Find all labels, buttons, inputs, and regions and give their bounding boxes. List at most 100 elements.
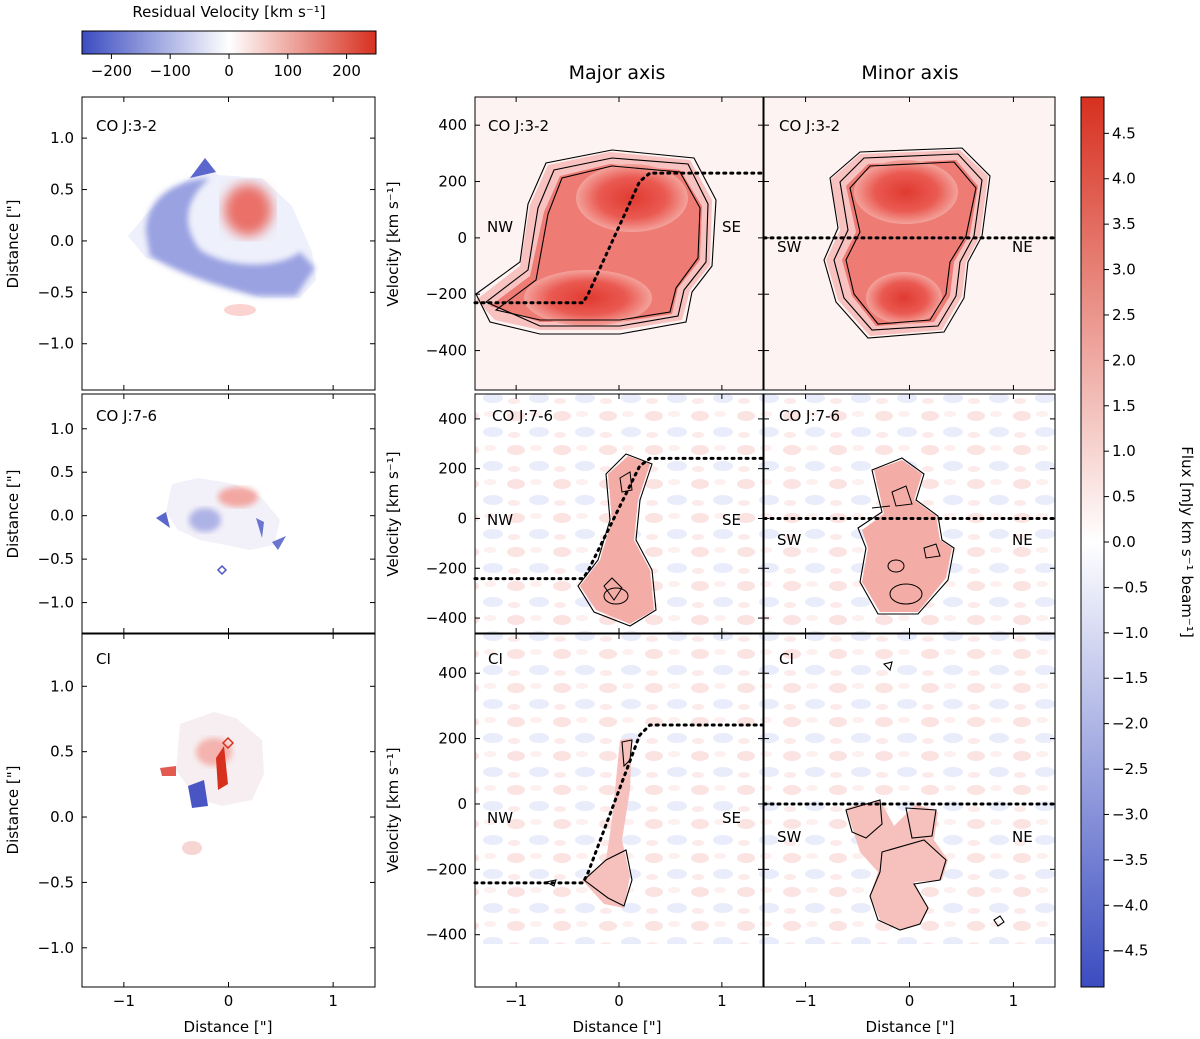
map-ytick-label: 0.0: [50, 507, 74, 525]
blue-diamond-co76: [216, 564, 228, 576]
pv-ytick-label: −200: [426, 860, 467, 878]
panel-map-co32: CO J:3-2: [81, 96, 376, 391]
map-ylabel-2: Distance ["]: [4, 470, 22, 559]
map-xtick-label-0: −1: [113, 992, 135, 1010]
red-wedge-ci: [216, 746, 228, 790]
red-core-co32: [224, 184, 272, 236]
pv-ytick-label: 200: [438, 460, 467, 478]
pv-ytick-label: 0: [457, 795, 467, 813]
label-se-co76: SE: [722, 511, 741, 529]
model-curve-ci-major: [473, 723, 765, 885]
core-bottom-co32-minor: [866, 272, 942, 324]
label-nw-co32: NW: [487, 218, 513, 236]
right-cb-tick-label-17: 4.0: [1112, 170, 1136, 188]
panel-major-ci: CI NW SE: [473, 633, 765, 988]
red-diamond-ci: [221, 736, 235, 750]
emission-co76-minor: [862, 460, 952, 612]
pv-ytick-label: −200: [426, 559, 467, 577]
map-ytick-label: 1.0: [50, 129, 74, 147]
core-co76-minor-b: [887, 559, 905, 573]
blue-wedge-co32: [190, 158, 216, 178]
xlabel-minor: Distance ["]: [866, 1018, 955, 1036]
label-se-ci: SE: [722, 809, 741, 827]
map-xtick-label-1: 0: [224, 992, 234, 1010]
pv-ytick-label: −400: [426, 342, 467, 360]
row-label-map-co32: CO J:3-2: [96, 117, 157, 135]
contour-inner2-co76-major: [619, 471, 633, 493]
blue-patch-co76: [189, 508, 221, 532]
contour-co76-major: [577, 453, 657, 627]
panel-map-ci: CI: [81, 633, 376, 988]
pv-ytick-label: 400: [438, 664, 467, 682]
label-sw-ci: SW: [777, 828, 802, 846]
map-ytick-label: 0.0: [50, 808, 74, 826]
map-ytick-label: 0.5: [50, 463, 74, 481]
row-label-map-ci: CI: [96, 650, 111, 668]
contour-ci-minor: [845, 661, 1005, 931]
label-nw-ci: NW: [487, 809, 513, 827]
contour-mid-co32-minor: [833, 153, 983, 331]
column-title-minor: Minor axis: [861, 62, 958, 84]
label-sw-co76: SW: [777, 531, 802, 549]
top-cb-tick-label-1: −100: [150, 62, 191, 80]
pv-ytick-label: 400: [438, 410, 467, 428]
blue-arc-co32: [146, 178, 315, 296]
top-colorbar-label: Residual Velocity [km s⁻¹]: [132, 3, 325, 21]
right-cb-tick-label-13: 2.0: [1112, 351, 1136, 369]
label-ne-ci: NE: [1012, 828, 1033, 846]
top-cb-tick-label-0: −200: [91, 62, 132, 80]
right-cb-tick-label-15: 3.0: [1112, 261, 1136, 279]
core-co76-major: [603, 587, 629, 605]
map-axes: −1.0 −0.5 0.0 0.5 1.0 −1.0 −0.5 0.0 0.5 1.0 −1.0 −0…: [38, 97, 375, 1010]
right-cb-tick-label-9: 0.0: [1112, 533, 1136, 551]
pv-ytick-label: 200: [438, 730, 467, 748]
pv-axes: −400 −200 0 200 400 −400 −200 0 200 400 −400 −200 0 2…: [426, 97, 1055, 1010]
map-ytick-label: 1.0: [50, 420, 74, 438]
map-ytick-label: 0.5: [50, 181, 74, 199]
row-label-major-co76: CO J:7-6: [492, 407, 553, 425]
label-sw-co32: SW: [777, 238, 802, 256]
right-cb-tick-label-2: −3.5: [1112, 851, 1148, 869]
column-title-major: Major axis: [569, 62, 666, 84]
core-bottom-co32-major: [524, 270, 652, 326]
row-label-minor-co76: CO J:7-6: [779, 407, 840, 425]
top-cb-tick-label-2: 0: [224, 62, 234, 80]
xlabel-map: Distance ["]: [184, 1018, 273, 1036]
contour-tick-co76-minor: [871, 505, 891, 509]
panel-minor-co32: CO J:3-2 SW NE: [762, 96, 1057, 391]
right-cb-tick-label-0: −4.5: [1112, 942, 1148, 960]
panel-minor-ci: CI SW NE: [762, 633, 1057, 988]
row-label-minor-ci: CI: [779, 650, 794, 668]
minor-xtick-label-1: 0: [905, 992, 915, 1010]
core-top-co32-minor: [854, 160, 958, 224]
right-colorbar-label: Flux [mJy km s⁻¹ beam⁻¹]: [1178, 446, 1196, 637]
pv-ytick-label: −200: [426, 285, 467, 303]
major-xtick-label-0: −1: [505, 992, 527, 1010]
blue-wedge-co76b: [256, 518, 264, 538]
red-patch-ci: [196, 738, 232, 766]
map-ylabel-1: Distance ["]: [4, 200, 22, 289]
top-colorbar: Residual Velocity [km s⁻¹] −200 −100 0 100 2…: [81, 3, 377, 80]
contour-outer-co32-major: [475, 149, 717, 335]
major-xtick-label-2: 1: [717, 992, 727, 1010]
emission-ci-major: [582, 738, 632, 908]
label-ne-co32: NE: [1012, 238, 1033, 256]
contour-mid-co32-major: [484, 157, 709, 327]
right-cb-tick-label-1: −4.0: [1112, 896, 1148, 914]
contour-inner-co32-minor: [845, 161, 977, 325]
right-cb-tick-label-16: 3.5: [1112, 215, 1136, 233]
map-ytick-label: −0.5: [38, 873, 74, 891]
contour-inner-co76-major: [603, 577, 623, 601]
row-label-map-co76: CO J:7-6: [96, 407, 157, 425]
label-nw-co76: NW: [487, 511, 513, 529]
xlabel-major: Distance ["]: [573, 1018, 662, 1036]
major-xtick-label-1: 0: [614, 992, 624, 1010]
right-cb-tick-label-11: 1.0: [1112, 442, 1136, 460]
label-ne-co76: NE: [1012, 531, 1033, 549]
map-ytick-label: −0.5: [38, 550, 74, 568]
pv-ytick-label: 0: [457, 509, 467, 527]
contour-outer-co32-minor: [823, 147, 991, 339]
row-label-major-ci: CI: [488, 650, 503, 668]
contour-inner-co32-major: [494, 165, 701, 321]
